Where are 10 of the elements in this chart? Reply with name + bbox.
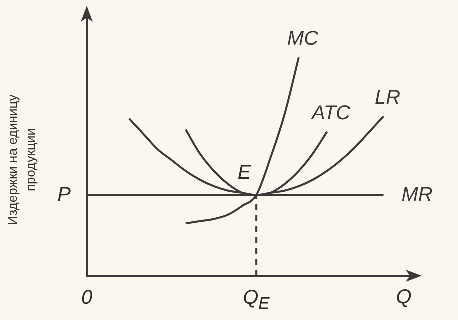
annotation: E <box>238 162 252 184</box>
y-axis-title: Издержки на единицу продукции <box>4 94 39 228</box>
series-label: MC <box>287 28 320 50</box>
series-label: MR <box>402 184 433 206</box>
x-tick-label: 0 <box>82 287 93 309</box>
series-label: ATC <box>310 102 352 124</box>
x-tick-label: Q$_{E}$ <box>243 287 270 315</box>
series-label: LR <box>374 87 401 110</box>
text: P <box>58 184 72 206</box>
x-axis-title: Q <box>396 286 412 309</box>
